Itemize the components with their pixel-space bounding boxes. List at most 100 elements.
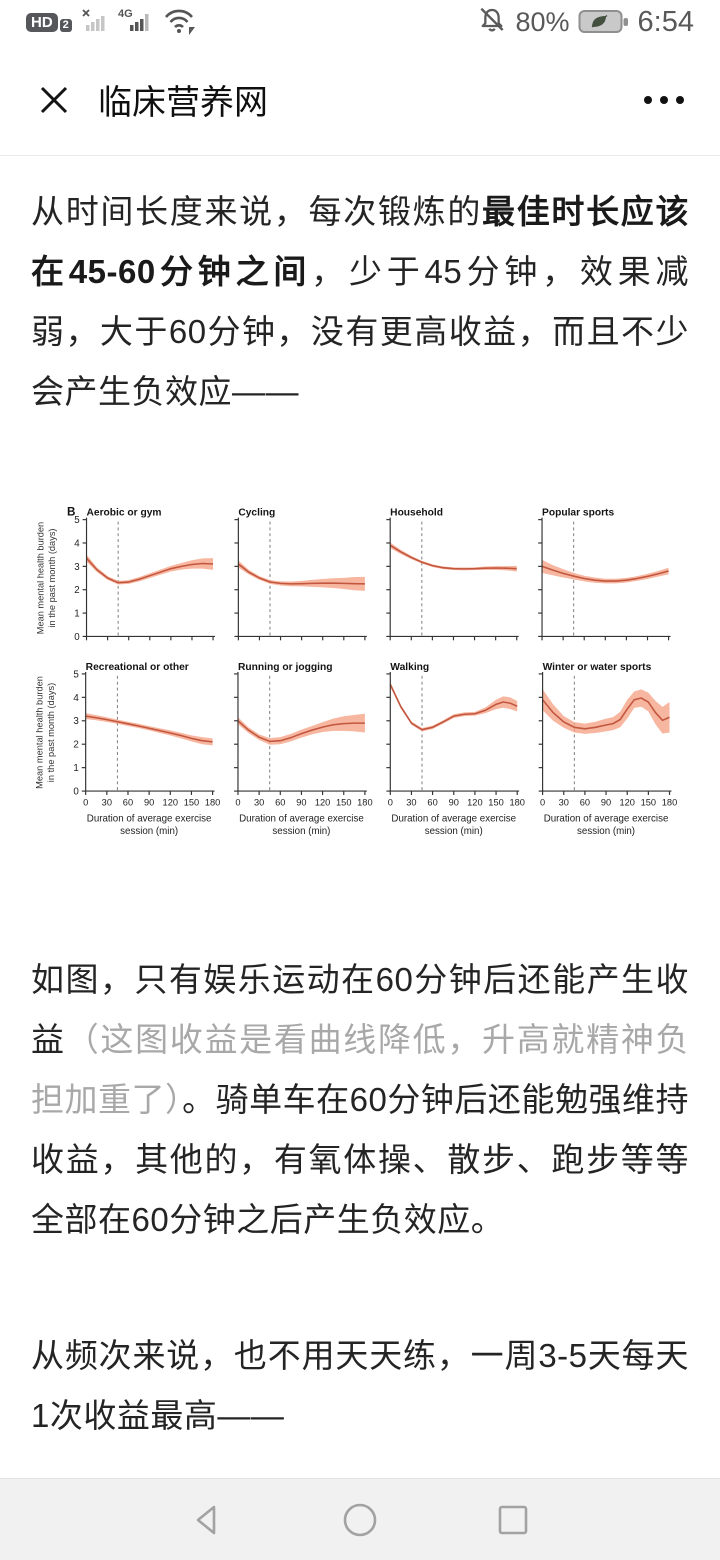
- svg-text:120: 120: [619, 798, 634, 808]
- svg-text:180: 180: [357, 798, 372, 808]
- figure-panel: Recreational or other 0 1 2 3 4 5 0 30 60 90 120 150…: [73, 662, 220, 837]
- svg-text:Mean mental health burden: Mean mental health burden: [36, 522, 46, 634]
- home-icon: [343, 1503, 377, 1536]
- mute-icon: [476, 4, 508, 41]
- svg-text:0: 0: [388, 798, 393, 808]
- svg-text:Running or jogging: Running or jogging: [238, 662, 333, 673]
- svg-text:0: 0: [540, 798, 545, 808]
- svg-text:B: B: [67, 506, 75, 519]
- svg-text:session (min): session (min): [272, 826, 330, 837]
- svg-text:3: 3: [73, 716, 78, 727]
- svg-text:90: 90: [601, 798, 611, 808]
- svg-text:60: 60: [275, 798, 285, 808]
- svg-text:90: 90: [449, 798, 459, 808]
- hd-label: HD: [26, 12, 58, 32]
- svg-text:3: 3: [74, 562, 79, 573]
- svg-text:150: 150: [641, 798, 656, 808]
- svg-text:60: 60: [580, 798, 590, 808]
- svg-text:150: 150: [336, 798, 351, 808]
- figure[interactable]: Mean mental health burden in the past mon…: [31, 506, 691, 846]
- figure-row-2: Mean mental health burden in the past mon…: [35, 662, 678, 837]
- nav-home-button[interactable]: [340, 1500, 380, 1540]
- clock: 6:54: [637, 5, 694, 38]
- svg-text:Duration of average exercise: Duration of average exercise: [544, 813, 669, 824]
- figure-panel: B Aerobic or gym 0 1 2 3 4 5: [67, 506, 216, 643]
- paragraph-1-bold: 最佳时长应该在45-60分钟之间: [31, 193, 690, 290]
- svg-text:Walking: Walking: [390, 662, 429, 673]
- battery-icon: [578, 8, 630, 36]
- svg-text:0: 0: [74, 632, 80, 643]
- svg-text:4G: 4G: [118, 8, 133, 20]
- more-menu-button[interactable]: [642, 86, 686, 114]
- svg-text:120: 120: [163, 798, 178, 808]
- svg-text:90: 90: [296, 798, 306, 808]
- close-icon: [40, 86, 68, 113]
- page-title: 临床营养网: [98, 84, 268, 122]
- figure-panel: Running or jogging 0 30 60 90 120 150 180 Durati…: [234, 662, 373, 837]
- svg-text:1: 1: [74, 608, 79, 619]
- wifi-icon: [162, 5, 198, 40]
- svg-text:150: 150: [488, 798, 503, 808]
- svg-text:Duration of average exercise: Duration of average exercise: [391, 813, 516, 824]
- recents-icon: [498, 1505, 528, 1534]
- svg-text:30: 30: [254, 798, 264, 808]
- svg-text:30: 30: [102, 798, 112, 808]
- svg-text:2: 2: [73, 740, 78, 751]
- paragraph-2-gray-note: （这图收益是看曲线降低，升高就精神负担加重了）: [31, 1021, 690, 1118]
- svg-text:Cycling: Cycling: [238, 508, 275, 519]
- figure-panel: Popular sports: [538, 508, 671, 641]
- svg-text:180: 180: [509, 798, 524, 808]
- svg-text:Popular sports: Popular sports: [542, 508, 614, 519]
- status-bar: HD 2 4G: [0, 0, 720, 44]
- svg-text:30: 30: [406, 798, 416, 808]
- svg-text:Duration of average exercise: Duration of average exercise: [87, 813, 212, 824]
- svg-text:session (min): session (min): [120, 826, 178, 837]
- svg-text:Household: Household: [390, 508, 443, 519]
- svg-text:60: 60: [427, 798, 437, 808]
- nav-back-button[interactable]: [187, 1500, 227, 1540]
- paragraph-3: 从频次来说，也不用天天练，一周3-5天每天1次收益最高——: [31, 1337, 689, 1434]
- svg-text:180: 180: [662, 798, 677, 808]
- close-button[interactable]: [34, 80, 74, 120]
- svg-text:in the past month (days): in the past month (days): [46, 683, 56, 782]
- cellular-4g-icon: 4G: [118, 5, 154, 40]
- nav-recents-button[interactable]: [493, 1500, 533, 1540]
- svg-text:0: 0: [83, 798, 88, 808]
- svg-text:2: 2: [74, 585, 79, 596]
- svg-text:Mean mental health burden: Mean mental health burden: [35, 676, 45, 789]
- svg-text:4: 4: [73, 693, 79, 704]
- figure-row-1: Mean mental health burden in the past mon…: [36, 506, 671, 643]
- hd-sim-badge: 2: [59, 18, 72, 32]
- svg-text:5: 5: [74, 515, 79, 526]
- svg-text:session (min): session (min): [425, 826, 483, 837]
- article: 从时间长度来说，每次锻炼的最佳时长应该在45-60分钟之间，少于45分钟，效果减…: [0, 156, 720, 1446]
- ellipsis-icon: [644, 95, 652, 104]
- paragraph-1-text: 从时间长度来说，每次锻炼的: [31, 193, 483, 230]
- svg-text:0: 0: [73, 786, 79, 797]
- back-icon: [196, 1505, 216, 1534]
- svg-text:1: 1: [73, 763, 78, 774]
- svg-text:Aerobic or gym: Aerobic or gym: [87, 508, 162, 519]
- paragraph-2-text-2: 。骑单车在60分钟后还能勉强维持收益，其他的，有氧体操、散步、跑步等等全部在60…: [31, 1081, 689, 1238]
- battery-percent: 80%: [515, 6, 570, 37]
- no-signal-icon: [80, 5, 110, 40]
- svg-text:120: 120: [315, 798, 330, 808]
- paragraph-2: 如图，只有娱乐运动在60分钟后还能产生收益（这图收益是看曲线降低，升高就精神负担…: [31, 950, 689, 1250]
- svg-text:Duration of average exercise: Duration of average exercise: [239, 813, 364, 824]
- figure-panel: Winter or water sports 0 30 60 90 120 150 180 Du…: [538, 662, 677, 837]
- svg-text:session (min): session (min): [577, 826, 635, 837]
- figure-panel: Household: [386, 508, 519, 641]
- paragraph-1-text-2: ，少于45分钟，效果减弱，大于60分钟，没有更高收益，而且不少会产生负效应——: [31, 253, 689, 410]
- paragraph-2-text: 如图，只有娱乐运动在60分钟后还能产生收益: [31, 961, 689, 1058]
- svg-text:5: 5: [73, 669, 79, 680]
- svg-text:in the past month (days): in the past month (days): [47, 528, 57, 627]
- svg-text:60: 60: [123, 798, 133, 808]
- svg-text:30: 30: [559, 798, 569, 808]
- nav-bar: [0, 1478, 720, 1560]
- title-bar: 临床营养网: [0, 44, 720, 156]
- figure-panel: Walking 0 30 60 90 120 150 180 Duration of avera…: [386, 662, 525, 837]
- svg-text:180: 180: [205, 798, 220, 808]
- svg-text:90: 90: [144, 798, 154, 808]
- svg-text:4: 4: [74, 538, 80, 549]
- svg-text:Recreational or other: Recreational or other: [86, 662, 189, 673]
